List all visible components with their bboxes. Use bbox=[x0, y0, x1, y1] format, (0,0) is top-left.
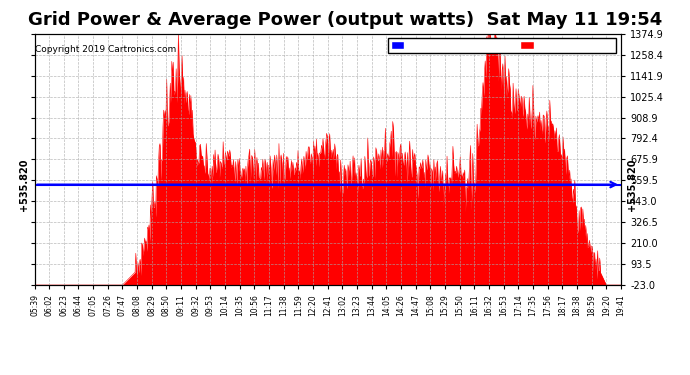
Text: Grid Power & Average Power (output watts)  Sat May 11 19:54: Grid Power & Average Power (output watts… bbox=[28, 11, 662, 29]
Text: +535.820: +535.820 bbox=[19, 158, 28, 211]
Text: Copyright 2019 Cartronics.com: Copyright 2019 Cartronics.com bbox=[35, 45, 177, 54]
Legend: Average  (AC Watts), Grid  (AC Watts): Average (AC Watts), Grid (AC Watts) bbox=[388, 38, 616, 53]
Text: +535.820: +535.820 bbox=[627, 158, 637, 211]
